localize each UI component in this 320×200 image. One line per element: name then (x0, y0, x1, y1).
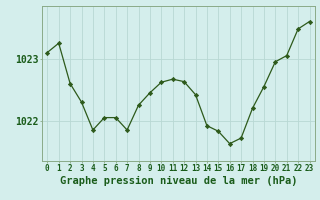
X-axis label: Graphe pression niveau de la mer (hPa): Graphe pression niveau de la mer (hPa) (60, 176, 297, 186)
